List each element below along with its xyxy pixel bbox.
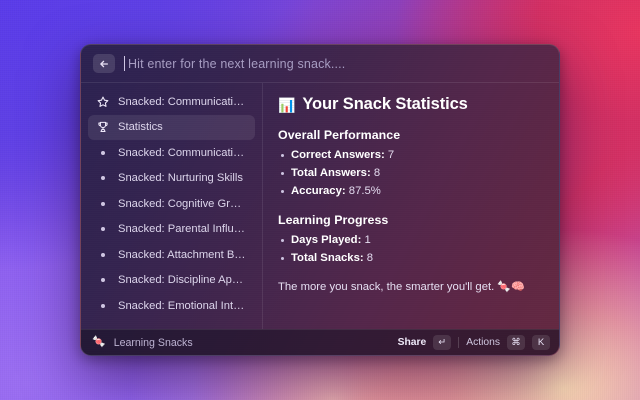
arrow-left-icon[interactable] — [93, 54, 115, 73]
sidebar-item-label: Snacked: Emotional Intelligence — [118, 299, 247, 312]
stat-value: 1 — [364, 234, 371, 246]
search-input[interactable]: Hit enter for the next learning snack...… — [128, 56, 346, 71]
footer-app-info: 🍬 Learning Snacks — [92, 337, 193, 349]
sidebar-item-snacked-communication-skills-top[interactable]: Snacked: Communication Skills — [88, 89, 255, 114]
page-title-text: Your Snack Statistics — [302, 95, 468, 113]
list-item: Correct Answers: 7 — [278, 149, 543, 161]
dot-icon — [96, 176, 109, 180]
stat-value: 87.5% — [348, 185, 381, 197]
trophy-icon — [96, 121, 109, 133]
sidebar-item-snacked-cognitive-growth[interactable]: Snacked: Cognitive Growth — [88, 191, 255, 216]
sidebar-item-label: Snacked: Parental Influence — [118, 223, 247, 235]
stat-label: Correct Answers: — [291, 149, 385, 161]
sidebar-item-label: Snacked: Communication Skills — [118, 95, 247, 108]
actions-button[interactable]: Actions — [466, 337, 500, 348]
outro-message: The more you snack, the smarter you'll g… — [278, 280, 543, 293]
sidebar-item-label: Snacked: Discipline Approaches — [118, 274, 247, 286]
sidebar[interactable]: Snacked: Communication Skills Statistics… — [81, 83, 263, 329]
outro-text: The more you snack, the smarter you'll g… — [278, 281, 495, 293]
sidebar-item-snacked-attachment-bonds[interactable]: Snacked: Attachment Bonds — [88, 242, 255, 267]
sidebar-item-label: Snacked: Communication Skills — [118, 146, 247, 159]
stat-value: 8 — [373, 167, 381, 179]
sidebar-item-snacked-discipline-approaches[interactable]: Snacked: Discipline Approaches — [88, 268, 255, 293]
footer-actions: Share ↵ Actions ⌘ K — [398, 335, 550, 350]
learning-progress-list: Days Played: 1 Total Snacks: 8 — [278, 234, 543, 264]
k-key-badge[interactable]: K — [532, 335, 550, 350]
dot-icon — [96, 303, 109, 308]
dot-icon — [96, 150, 109, 155]
dot-icon — [96, 278, 109, 282]
list-item: Total Answers: 8 — [278, 167, 543, 179]
stat-label: Total Answers: — [291, 167, 371, 179]
candy-icon: 🍬 — [92, 336, 106, 348]
bar-chart-icon: 📊 — [278, 96, 296, 113]
search-bar[interactable]: Hit enter for the next learning snack...… — [81, 45, 559, 83]
dot-icon — [96, 227, 109, 231]
enter-key-badge[interactable]: ↵ — [433, 335, 452, 350]
section-heading-overall-performance: Overall Performance — [278, 128, 401, 142]
sidebar-item-snacked-communication-skills[interactable]: Snacked: Communication Skills — [88, 140, 255, 165]
window-body: Snacked: Communication Skills Statistics… — [81, 83, 559, 329]
sidebar-item-label: Snacked: Nurturing Skills — [118, 172, 243, 184]
page-title: 📊 Your Snack Statistics — [278, 95, 543, 114]
stat-value: 7 — [387, 149, 395, 161]
candy-icon: 🍬 — [497, 281, 512, 293]
sidebar-item-snacked-nurturing-skills[interactable]: Snacked: Nurturing Skills — [88, 166, 255, 191]
sidebar-item-label: Snacked: Cognitive Growth — [118, 197, 247, 210]
dot-icon — [96, 201, 109, 206]
footer-bar: 🍬 Learning Snacks Share ↵ Actions ⌘ K — [81, 329, 559, 355]
footer-divider — [458, 337, 460, 348]
dot-icon — [96, 252, 109, 257]
share-button[interactable]: Share — [397, 337, 427, 348]
list-item: Total Snacks: 8 — [278, 252, 543, 264]
star-icon — [96, 96, 109, 108]
launcher-window: Hit enter for the next learning snack...… — [80, 44, 560, 356]
detail-panel: 📊 Your Snack Statistics Overall Performa… — [263, 83, 559, 329]
stat-value: 8 — [366, 252, 374, 264]
list-item: Accuracy: 87.5% — [278, 185, 543, 197]
sidebar-item-label: Statistics — [118, 121, 163, 133]
sidebar-item-statistics[interactable]: Statistics — [88, 114, 255, 140]
command-key-badge[interactable]: ⌘ — [507, 335, 525, 350]
stat-label: Total Snacks: — [291, 252, 364, 264]
list-item: Days Played: 1 — [278, 234, 543, 246]
stat-label: Accuracy: — [291, 185, 346, 197]
overall-performance-list: Correct Answers: 7 Total Answers: 8 Accu… — [278, 149, 543, 197]
section-heading-learning-progress: Learning Progress — [278, 213, 389, 227]
text-caret — [124, 56, 125, 71]
sidebar-item-label: Snacked: Attachment Bonds — [118, 248, 247, 261]
stat-label: Days Played: — [291, 234, 362, 246]
sidebar-item-snacked-emotional-intelligence[interactable]: Snacked: Emotional Intelligence — [88, 293, 255, 318]
sidebar-item-snacked-parental-influence[interactable]: Snacked: Parental Influence — [88, 217, 255, 242]
app-name: Learning Snacks — [113, 336, 193, 349]
brain-icon: 🧠 — [511, 281, 525, 293]
